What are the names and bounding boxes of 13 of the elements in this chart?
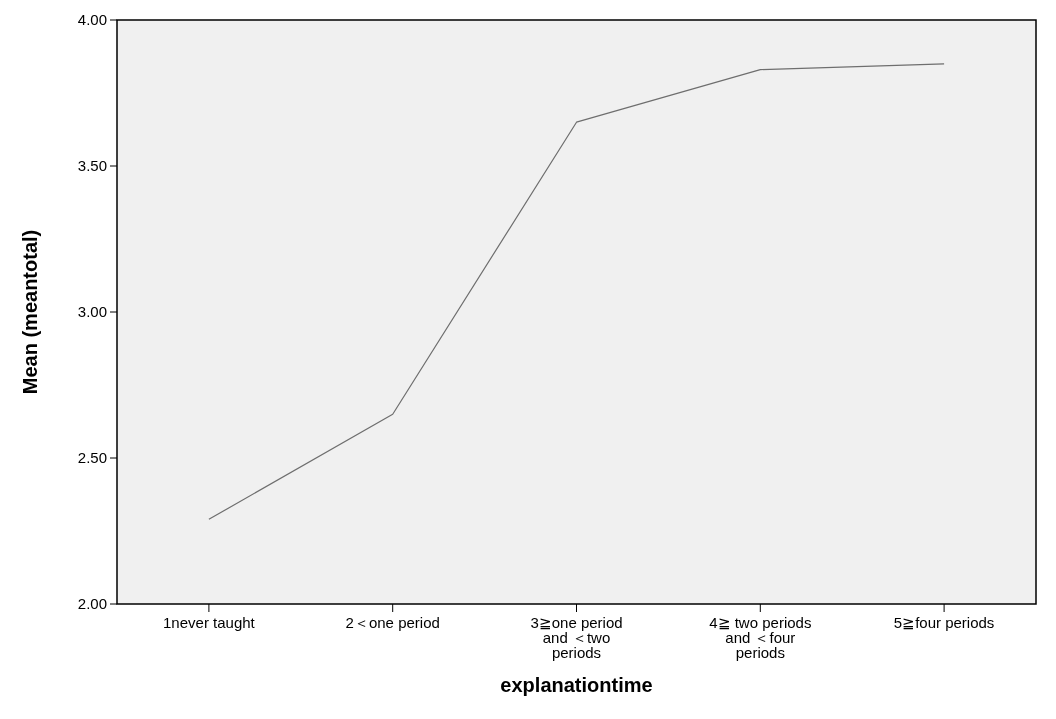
y-tick-label: 3.00 [77,303,107,321]
x-tick-label: 2＜one period [345,614,440,631]
y-tick-label: 2.00 [77,595,107,613]
y-tick-label: 2.50 [77,449,107,467]
x-tick-label: 5≧four periods [893,614,995,631]
y-tick-label: 3.50 [77,157,107,175]
y-axis-title: Mean (meantotal) [19,229,41,395]
y-tick-label: 4.00 [77,11,107,29]
x-tick-label: 3≧one period and ＜two periods [530,614,623,661]
x-axis-title: explanationtime [500,674,653,696]
x-tick-label: 1never taught [163,614,256,631]
x-tick-label: 4≧ two periods and ＜four periods [709,614,812,661]
line-series [208,63,945,520]
